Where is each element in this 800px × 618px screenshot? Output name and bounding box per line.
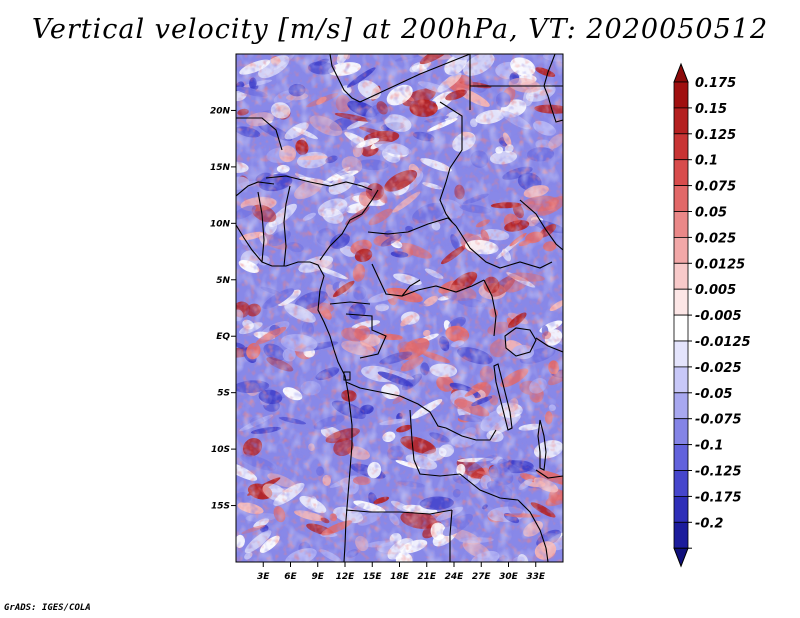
border-drc-angola (345, 381, 447, 429)
lon-tick-label: 30E (499, 572, 519, 582)
lat-tick-label: EQ (216, 332, 230, 342)
colorbar-label: -0.1 (695, 439, 723, 454)
colorbar-swatch (673, 521, 689, 549)
cabinda-outline (343, 371, 351, 381)
lon-tick-label: 21E (417, 572, 437, 582)
colorbar-label: -0.2 (695, 516, 723, 531)
colorbar-label: -0.005 (695, 309, 742, 324)
colorbar: 0.175 0.15 0.125 0.1 0.075 0.05 0.025 0.0125 0.0… (673, 62, 751, 568)
lat-tick-label: 15N (210, 163, 231, 173)
border-chad-car (367, 217, 457, 235)
border-cameroon-south (329, 301, 371, 305)
map-outlines (236, 54, 563, 562)
lon-tick-label: 33E (526, 572, 546, 582)
lon-tick-label: 9E (312, 572, 325, 582)
colorbar-top-arrow (673, 62, 689, 83)
border-chad-sudan (439, 101, 463, 223)
colorbar-swatch (673, 133, 689, 161)
colorbar-swatch (673, 444, 689, 471)
border-zimbabwe-moz (517, 499, 549, 562)
footer-credit: GrADS: IGES/COLA (4, 603, 91, 613)
border-south-sudan (455, 225, 553, 269)
border-algeria-libya (329, 54, 361, 103)
colorbar-label: -0.05 (695, 387, 732, 402)
colorbar-swatch (673, 159, 689, 186)
colorbar-swatch (673, 314, 689, 342)
border-drc-car (401, 279, 421, 297)
lon-tick-label: 15E (363, 572, 383, 582)
lat-tick-label: 5N (216, 276, 230, 286)
border-angola-zambia (409, 409, 461, 477)
colorbar-label: 0.05 (695, 206, 727, 221)
colorbar-label: -0.075 (695, 413, 742, 428)
border-car-south (371, 263, 485, 297)
lon-tick-label: 6E (284, 572, 297, 582)
colorbar-label: 0.005 (695, 283, 736, 298)
lat-axis: 20N 15N 10N 5N EQ 5S 10S 15S (210, 106, 236, 512)
border-nigeria-cameroon (319, 189, 379, 261)
lat-tick-label: 10S (211, 445, 230, 455)
coastline-east-africa (543, 54, 563, 123)
chart-title: Vertical velocity [m/s] at 200hPa, VT: 2… (31, 14, 769, 45)
lon-tick-label: 27E (472, 572, 492, 582)
colorbar-swatch (673, 262, 689, 290)
border-togo-ghana (257, 191, 265, 263)
border-tanzania-moz (535, 469, 563, 479)
colorbar-swatch (673, 392, 689, 420)
lake-malawi (537, 419, 547, 471)
lake-tanganyika (493, 363, 513, 431)
lat-tick-label: 15S (211, 502, 230, 512)
colorbar-swatch (673, 288, 689, 316)
lon-tick-label: 18E (390, 572, 410, 582)
colorbar-label: 0.0125 (695, 257, 745, 272)
lat-tick-label: 10N (210, 219, 231, 229)
border-gabon-congo (345, 313, 387, 359)
colorbar-swatch (673, 495, 689, 523)
border-burkina (236, 181, 275, 197)
colorbar-label: 0.1 (695, 154, 718, 169)
colorbar-label: 0.125 (695, 128, 736, 143)
colorbar-label: -0.175 (695, 490, 742, 505)
colorbar-swatch (673, 470, 689, 497)
colorbar-swatch (673, 340, 689, 368)
colorbar-bottom-arrow (673, 547, 689, 568)
colorbar-label: 0.025 (695, 231, 736, 246)
border-drc-zambia (445, 427, 497, 441)
colorbar-label: 0.075 (695, 180, 736, 195)
lon-axis: 3E 6E 9E 12E 15E 18E 21E 24E 27E 30E 33E (257, 562, 546, 582)
map-plot-area (236, 54, 563, 562)
colorbar-label: -0.125 (695, 465, 742, 480)
lon-tick-label: 3E (257, 572, 270, 582)
border-kenya-tanzania (535, 337, 563, 353)
colorbar-swatch (673, 107, 689, 135)
colorbar-swatch (673, 236, 689, 264)
colorbar-swatch (673, 185, 689, 212)
colorbar-label: -0.0125 (695, 335, 751, 350)
border-niger-nigeria (265, 175, 373, 191)
colorbar-swatch (673, 211, 689, 238)
lat-tick-label: 5S (217, 389, 230, 399)
coastline-west-africa (236, 224, 353, 562)
border-mali-niger (236, 117, 283, 151)
border-ethiopia (519, 199, 563, 251)
colorbar-label: -0.025 (695, 361, 742, 376)
lon-tick-label: 12E (336, 572, 356, 582)
colorbar-swatch (673, 366, 689, 394)
colorbar-label: 0.15 (695, 102, 727, 117)
border-zambia-zimbabwe (459, 473, 519, 501)
colorbar-label: 0.175 (695, 76, 736, 91)
border-uganda-drc (483, 279, 497, 337)
colorbar-swatch (673, 81, 689, 109)
colorbar-swatch (673, 418, 689, 446)
lon-tick-label: 24E (445, 572, 465, 582)
field-texture-white (236, 54, 563, 562)
border-nigeria-benin (283, 185, 291, 267)
border-niger-chad (359, 54, 471, 103)
lake-victoria (504, 327, 537, 357)
border-namibia-botswana (449, 509, 453, 562)
lat-tick-label: 20N (210, 106, 231, 116)
border-angola-namibia (345, 509, 453, 515)
